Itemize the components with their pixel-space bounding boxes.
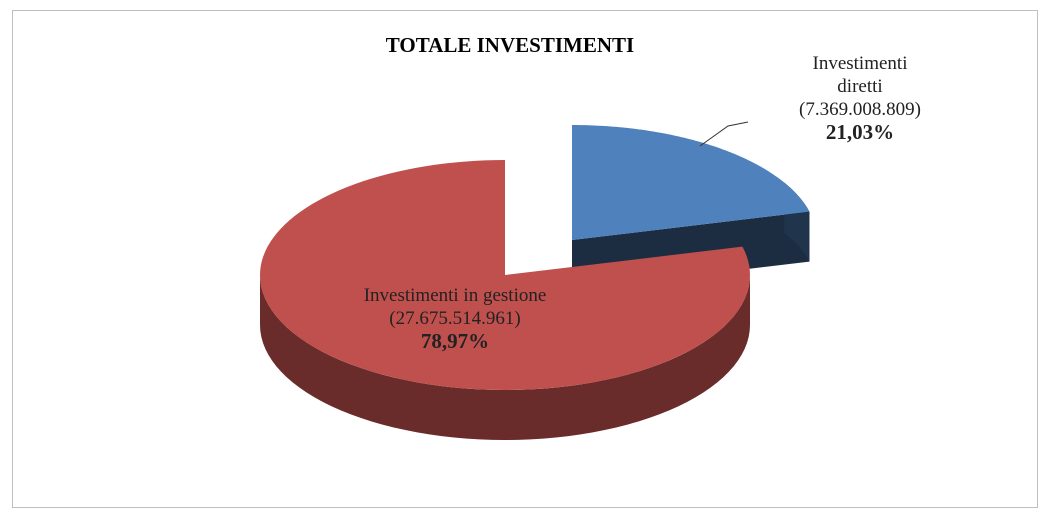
chart-title: TOTALE INVESTIMENTI (385, 33, 635, 57)
slice-value: (7.369.008.809) (799, 99, 921, 120)
data-label: Investimenti diretti (7.369.008.809) 21,… (760, 52, 960, 144)
slice (260, 160, 750, 390)
data-label: Investimenti in gestione (27.675.514.961… (300, 284, 610, 353)
leader-line (699, 121, 749, 147)
slice-percent: 78,97% (420, 329, 490, 353)
slice-name: Investimenti diretti (812, 53, 908, 97)
slice-name: Investimenti in gestione (363, 285, 547, 306)
slice-side (260, 275, 750, 440)
chart-frame (12, 10, 1038, 508)
slice-percent: 21,03% (825, 120, 895, 144)
slice (572, 125, 810, 240)
slice-value: (27.675.514.961) (389, 308, 521, 329)
